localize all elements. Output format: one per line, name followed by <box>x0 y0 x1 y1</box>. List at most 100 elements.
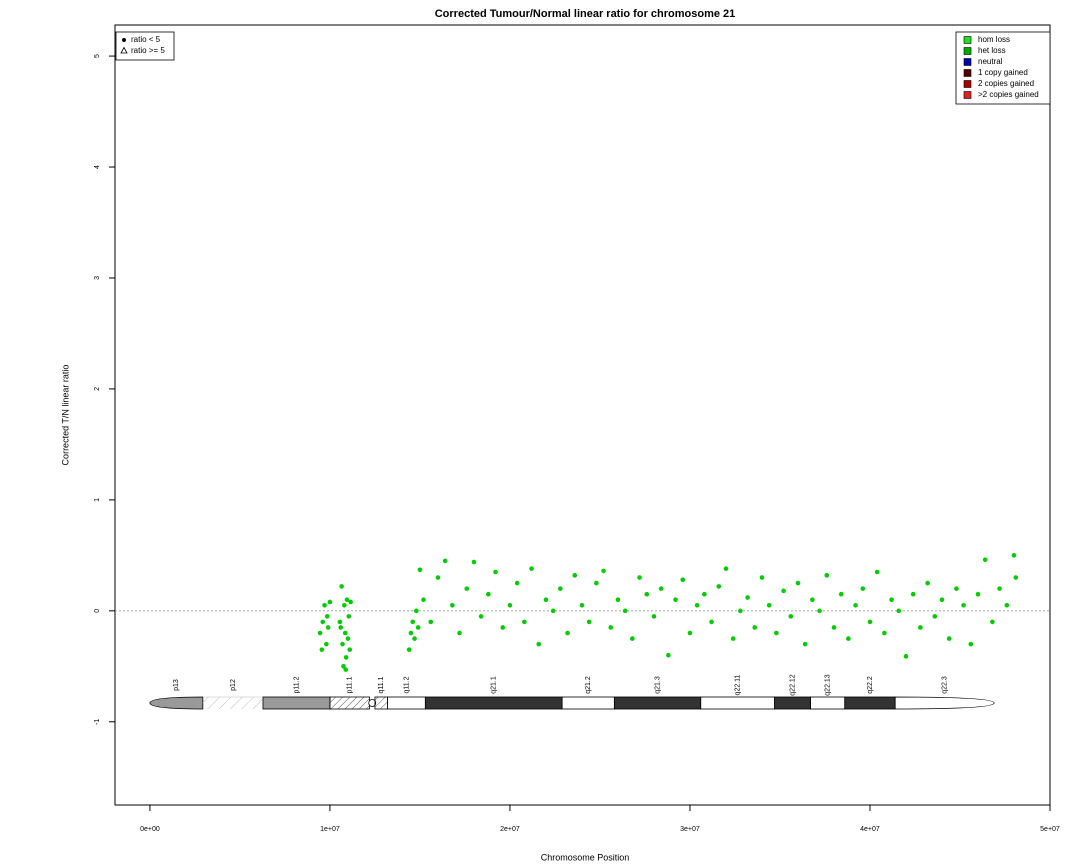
legend-swatch <box>963 47 972 55</box>
legend-label: ratio >= 5 <box>131 46 165 55</box>
data-point <box>982 557 988 563</box>
band-label: q22.13 <box>825 674 832 696</box>
y-tick-label: 3 <box>94 276 101 280</box>
data-point <box>687 630 693 636</box>
data-point <box>421 597 426 603</box>
ideogram-band <box>613 696 702 710</box>
data-point <box>1011 553 1017 558</box>
data-point <box>630 636 635 641</box>
data-point <box>723 566 729 571</box>
x-tick-label: 4e+07 <box>860 826 880 833</box>
band-label: q22.2 <box>867 676 874 694</box>
band-label: q22.11 <box>735 674 742 695</box>
data-point <box>795 580 801 586</box>
ideogram-band <box>424 696 563 710</box>
data-point <box>514 580 520 586</box>
y-tick-label: 2 <box>94 387 101 391</box>
data-point <box>324 614 330 619</box>
data-point <box>968 641 974 647</box>
legend-label: 2 copies gained <box>978 79 1034 88</box>
legend-label: het loss <box>978 46 1006 55</box>
legend-label: neutral <box>978 57 1003 66</box>
data-point <box>752 625 758 630</box>
legend-label: 1 copy gained <box>978 68 1028 77</box>
data-point <box>853 602 858 608</box>
data-point <box>325 625 331 630</box>
data-point <box>658 586 664 591</box>
data-point <box>608 625 614 630</box>
data-point <box>774 630 779 636</box>
ideogram-band <box>387 696 426 710</box>
data-point <box>910 591 916 597</box>
legend-swatch <box>963 80 972 88</box>
data-point <box>493 569 498 575</box>
band-label: q22.12 <box>789 674 796 696</box>
data-point <box>327 599 333 605</box>
x-tick-label: 2e+07 <box>500 826 520 833</box>
ideogram-band <box>774 696 811 710</box>
ideogram-band <box>561 696 615 710</box>
data-point <box>745 595 750 600</box>
data-point <box>817 608 822 614</box>
data-point <box>997 586 1002 591</box>
data-point <box>435 575 441 580</box>
data-point <box>975 591 981 597</box>
y-tick-label: 0 <box>94 609 101 613</box>
band-label: q21.3 <box>654 676 661 694</box>
data-point <box>340 641 345 647</box>
data-point <box>348 599 353 605</box>
data-point <box>961 602 966 608</box>
data-point <box>415 625 421 630</box>
data-point <box>946 636 952 641</box>
data-point <box>417 567 423 573</box>
data-point <box>317 630 323 636</box>
data-point <box>464 586 470 591</box>
data-point <box>788 614 794 619</box>
data-point <box>457 630 462 636</box>
legend-label: >2 copies gained <box>978 90 1039 99</box>
data-point <box>346 614 352 619</box>
data-point <box>766 602 772 608</box>
data-point <box>615 597 621 603</box>
legend-swatch <box>963 58 972 66</box>
data-point <box>442 558 448 564</box>
data-point <box>925 580 930 586</box>
y-tick-label: 1 <box>94 498 101 502</box>
data-point <box>781 588 786 594</box>
data-point <box>579 602 585 608</box>
data-point <box>522 619 527 625</box>
legend-symbol <box>122 38 126 42</box>
ideogram-band <box>810 696 846 710</box>
shape-legend-box <box>115 31 175 61</box>
y-axis-label: Corrected T/N linear ratio <box>60 365 70 466</box>
ideogram-band <box>844 696 896 710</box>
data-point <box>324 641 329 647</box>
data-point <box>486 591 491 597</box>
data-point <box>343 655 349 660</box>
data-point <box>450 602 455 608</box>
data-point <box>342 630 348 636</box>
data-point <box>406 647 412 652</box>
band-label: p12 <box>230 679 237 691</box>
data-point <box>507 602 513 608</box>
data-point <box>478 614 484 619</box>
band-label: q21.2 <box>585 676 592 694</box>
data-point <box>471 559 477 565</box>
data-point <box>673 597 678 603</box>
data-point <box>759 575 765 580</box>
data-point <box>529 566 534 571</box>
data-point <box>339 584 344 589</box>
data-point <box>414 608 419 614</box>
band-label: p13 <box>173 679 180 691</box>
data-point <box>680 577 686 583</box>
data-point <box>341 664 346 669</box>
data-point <box>594 580 599 586</box>
y-tick-label: 5 <box>94 54 101 58</box>
data-point <box>1013 575 1019 580</box>
x-tick-label: 5e+07 <box>1040 826 1060 833</box>
ideogram-band <box>329 696 370 710</box>
ideogram-band <box>202 697 263 709</box>
data-point <box>702 591 707 597</box>
